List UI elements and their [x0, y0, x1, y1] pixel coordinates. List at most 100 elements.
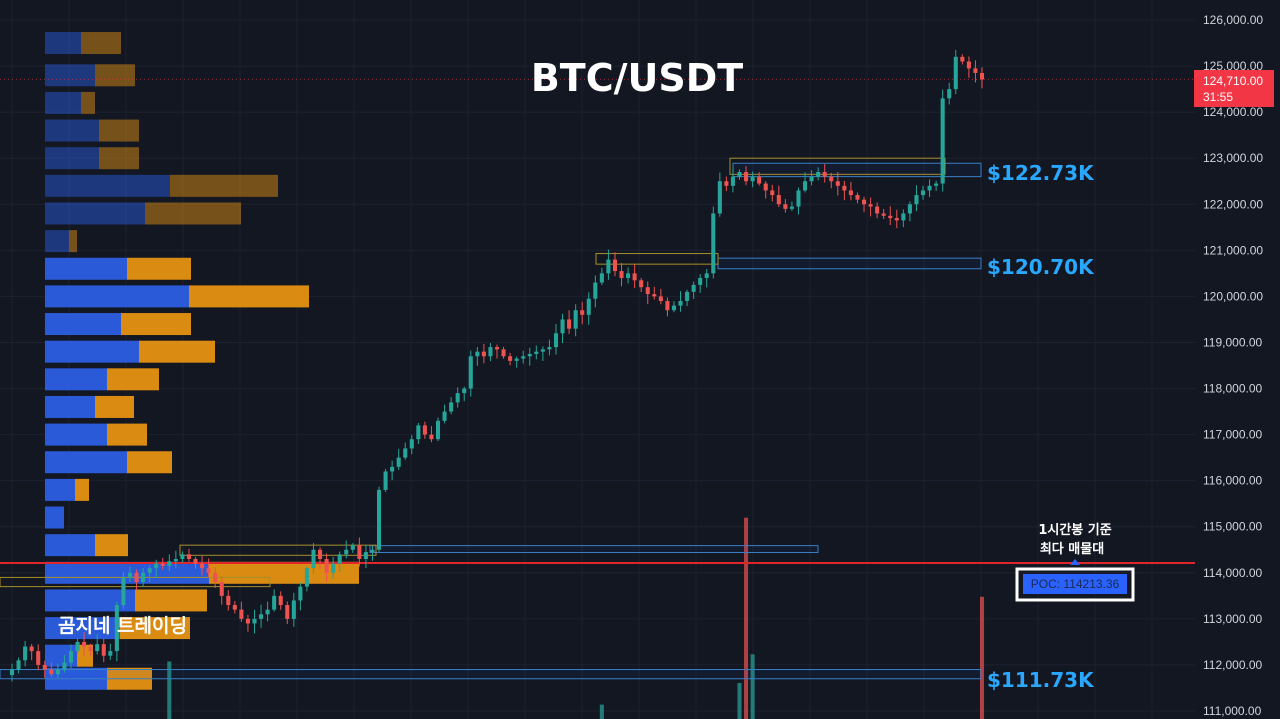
candle-body — [147, 568, 152, 573]
candle-body — [357, 545, 362, 559]
y-tick-label: 119,000.00 — [1203, 335, 1262, 349]
candle-body — [940, 98, 945, 184]
candle-body — [927, 185, 932, 191]
candle-body — [55, 669, 60, 675]
candle-body — [894, 218, 899, 221]
candle-body — [193, 558, 198, 564]
vp-buy-bar — [45, 91, 81, 114]
candle-body — [449, 402, 454, 412]
candle-body — [671, 305, 676, 311]
vp-buy-bar — [45, 174, 170, 197]
candle-body — [717, 181, 722, 214]
candle-body — [979, 72, 985, 80]
current-price-tag: 124,710.00 31:55 — [1194, 70, 1274, 107]
candle-body — [567, 319, 572, 329]
vp-buy-bar — [45, 506, 64, 529]
candle-body — [711, 213, 716, 274]
candle-body — [219, 582, 224, 596]
vp-sell-bar — [170, 174, 278, 197]
candle-body — [226, 595, 231, 606]
vp-sell-bar — [69, 230, 77, 253]
y-tick-label: 121,000.00 — [1203, 243, 1263, 257]
candle-body — [68, 651, 74, 663]
candle-body — [180, 554, 185, 559]
candle-body — [855, 195, 860, 200]
price-axis[interactable]: 126,000.00 125,000.00 124,000.00 123,000.00… — [1203, 13, 1263, 718]
candle-body — [213, 572, 218, 583]
vp-sell-bar — [127, 451, 172, 474]
candle-body — [875, 206, 880, 214]
vp-buy-bar — [45, 368, 107, 391]
vp-sell-bar — [189, 285, 309, 308]
candle-body — [36, 651, 41, 665]
candle-body — [508, 356, 513, 361]
candle-body — [757, 176, 762, 184]
candle-body — [488, 347, 493, 357]
candle-body — [304, 568, 309, 587]
candle-body — [560, 319, 565, 334]
vp-sell-bar — [95, 534, 128, 557]
candle-body — [789, 206, 794, 209]
candle-body — [422, 425, 427, 435]
candle-body — [16, 660, 21, 670]
candle-body — [370, 549, 375, 553]
volume-bar — [167, 661, 172, 719]
y-tick-label: 124,000.00 — [1203, 105, 1263, 119]
candle-body — [108, 651, 113, 656]
candle-body — [953, 56, 958, 90]
volume-bar — [737, 683, 742, 719]
candle-body — [134, 572, 139, 583]
candle-body — [206, 568, 211, 573]
candle-body — [239, 609, 244, 619]
candle-body — [186, 554, 191, 559]
level-zones — [0, 78, 1195, 680]
candle-body — [599, 273, 604, 283]
y-tick-label: 126,000.00 — [1203, 13, 1263, 27]
y-tick-label: 122,000.00 — [1203, 197, 1263, 211]
candle-body — [141, 572, 146, 583]
candle-body — [521, 356, 526, 359]
candle-body — [285, 605, 290, 619]
consolidation-box — [179, 544, 377, 556]
candle-body — [324, 558, 329, 573]
candle-body — [606, 259, 611, 274]
vp-buy-bar — [45, 395, 95, 418]
y-tick-label: 117,000.00 — [1203, 428, 1262, 442]
candle-body — [822, 172, 827, 177]
candle-body — [534, 351, 539, 354]
candle-body — [82, 641, 87, 647]
vp-buy-bar — [45, 119, 99, 142]
candle-body — [809, 176, 814, 182]
candle-body — [776, 195, 781, 205]
poc-box[interactable]: POC: 114213.36 — [1015, 567, 1135, 602]
current-price-countdown: 31:55 — [1203, 90, 1233, 104]
candle-body — [960, 56, 965, 62]
candle-body — [527, 353, 532, 357]
candle-body — [920, 190, 926, 196]
candle-body — [639, 280, 644, 288]
candle-body — [783, 204, 788, 209]
candle-body — [685, 291, 690, 302]
volume-bars — [167, 517, 985, 719]
vp-sell-bar — [139, 340, 215, 363]
candle-body — [468, 356, 473, 389]
vp-sell-bar — [209, 561, 359, 584]
vp-buy-bar — [45, 561, 209, 584]
brand-label: 곰지네 트레이딩 — [58, 615, 187, 637]
vp-sell-bar — [127, 257, 191, 280]
chart-title: BTC/USDT — [531, 56, 743, 100]
candle-body — [803, 181, 808, 191]
poc-label: POC: 114213.36 — [1031, 577, 1120, 591]
candle-body — [265, 609, 270, 615]
vp-buy-bar — [45, 340, 139, 363]
level-zone-box — [717, 257, 982, 270]
candle-body — [278, 595, 283, 606]
vp-buy-bar — [45, 257, 127, 280]
candle-body — [95, 644, 100, 652]
vp-sell-bar — [95, 395, 134, 418]
level-zone-box — [0, 669, 982, 680]
candle-body — [455, 393, 460, 403]
candle-body — [553, 333, 559, 348]
candle-body — [744, 172, 749, 182]
candle-body — [626, 273, 631, 278]
